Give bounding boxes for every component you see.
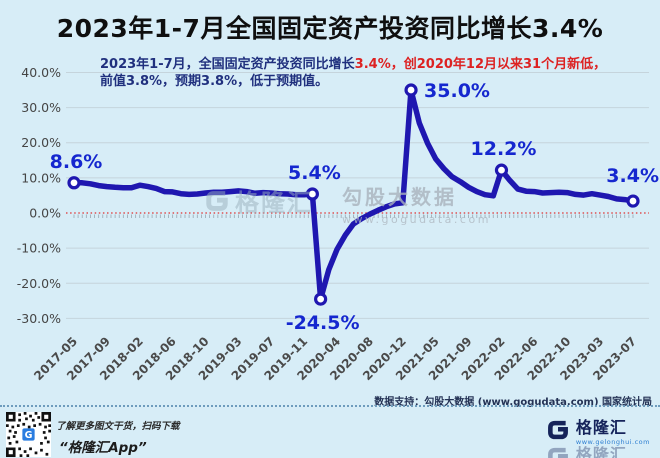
svg-text:G: G [25,430,33,441]
subtitle: 2023年1-7月，全国固定资产投资同比增长3.4%，创2020年12月以来31… [100,56,640,90]
gelonghui-logo-g-icon [547,420,568,440]
y-tick-label: 0.0% [29,206,61,221]
annotation-label: 35.0% [424,80,490,102]
data-point-marker [314,292,328,306]
subtitle-highlight: 3.4%，创2020年12月以来31个月新低， [354,57,607,72]
data-point-marker [67,176,81,190]
y-tick-label: -20.0% [17,276,61,291]
gelonghui-logo-text: 格隆汇 [575,445,627,458]
y-tick-label: 40.0% [21,65,61,80]
annotation-label: 8.6% [50,151,103,173]
gelonghui-logo-url: www.gelonghui.com [575,438,650,446]
annotation-label: 5.4% [288,162,341,184]
y-tick-label: 30.0% [21,100,61,115]
qr-caption: 了解更多图文干货，扫码下载 “格隆汇App” [56,418,180,456]
annotation-label: -24.5% [286,312,360,334]
annotation-label: 3.4% [606,165,659,187]
subtitle-line2: 前值3.8%，预期3.8%，低于预期值。 [100,74,329,89]
gelonghui-logo-text: 格隆汇 [575,418,627,437]
data-point-marker [305,187,319,201]
subtitle-lead: 2023年1-7月，全国固定资产投资同比增长 [100,57,355,72]
gelonghui-logo-g-icon [547,447,568,458]
page-title: 2023年1-7月全国固定资产投资同比增长3.4% [56,14,604,43]
gelonghui-logo: 格隆汇 www.gelonghui.com [545,414,650,446]
y-tick-label: -10.0% [17,241,61,256]
data-point-marker [404,83,418,97]
y-tick-label: -30.0% [17,311,61,326]
gelonghui-logo-watermark: 格隆汇 www.gelonghui.com [545,441,650,458]
qr-code: G [6,412,51,457]
data-source-note: 数据支持：勾股大数据 (www.gogudata.com) 国家统计局 [374,397,652,408]
y-tick-label: 20.0% [21,135,61,150]
footer-divider [0,405,660,407]
y-tick-label: 10.0% [21,170,61,185]
series-line [71,87,636,302]
data-point-marker [626,194,640,208]
qr-caption-line1: 了解更多图文干货，扫码下载 [56,421,180,432]
annotation-label: 12.2% [471,138,537,160]
data-point-marker [494,163,509,177]
qr-caption-line2: “格隆汇App” [59,440,147,456]
